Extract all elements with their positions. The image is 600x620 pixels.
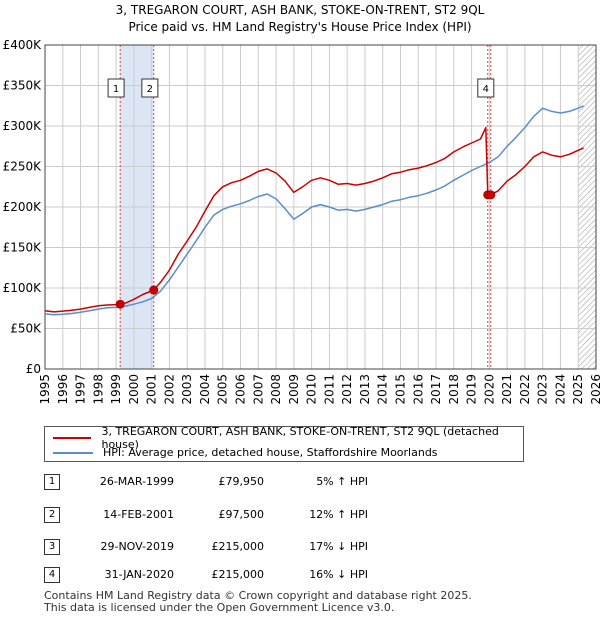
x-tick-label: 2011 — [322, 374, 336, 405]
sale-number-badge: 2 — [44, 507, 60, 523]
sale-hpi-change: 12% ↑ HPI — [309, 508, 368, 521]
footer-licence: This data is licensed under the Open Gov… — [44, 601, 395, 614]
x-tick-label: 2024 — [553, 374, 567, 405]
legend-swatch-property — [53, 436, 92, 439]
x-tick-label: 2006 — [234, 374, 248, 405]
x-tick-label: 2018 — [447, 374, 461, 405]
x-tick-label: 2008 — [269, 374, 283, 405]
y-tick-label: £100K — [3, 281, 43, 295]
sale-price: £97,500 — [218, 508, 265, 521]
x-tick-label: 2019 — [465, 374, 479, 405]
chart-title: 3, TREGARON COURT, ASH BANK, STOKE-ON-TR… — [0, 2, 600, 36]
x-tick-label: 2007 — [251, 374, 265, 405]
x-tick-label: 2001 — [145, 374, 159, 405]
sale-label-box — [477, 78, 495, 98]
y-tick-label: £400K — [3, 38, 43, 52]
legend-label-property: 3, TREGARON COURT, ASH BANK, STOKE-ON-TR… — [101, 424, 499, 451]
x-tick-label: 2012 — [340, 374, 354, 405]
x-tick-label: 2000 — [127, 374, 141, 405]
x-tick-label: 2005 — [216, 374, 230, 405]
x-tick-label: 2014 — [376, 374, 390, 405]
sale-hpi-change: 16% ↓ HPI — [309, 568, 368, 581]
x-tick-label: 2020 — [482, 374, 496, 405]
x-tick-label: 1998 — [91, 374, 105, 405]
sale-label-text: 4 — [483, 84, 489, 95]
sale-point — [486, 190, 496, 200]
x-tick-label: 2013 — [358, 374, 372, 405]
sale-number-badge: 4 — [44, 567, 60, 583]
y-tick-label: £0 — [26, 362, 41, 376]
x-tick-label: 2022 — [518, 374, 532, 405]
sale-hpi-change: 17% ↓ HPI — [309, 540, 368, 553]
sale-number-badge: 3 — [44, 539, 60, 555]
y-tick-label: £200K — [3, 200, 43, 214]
y-tick-label: £350K — [3, 79, 43, 93]
sale-label-box — [107, 78, 125, 98]
x-tick-label: 1997 — [74, 374, 88, 405]
sale-label-box — [141, 78, 159, 98]
sale-row: 3 29-NOV-2019 £215,000 17% ↓ HPI — [44, 539, 444, 555]
sale-row: 1 26-MAR-1999 £79,950 5% ↑ HPI — [44, 474, 444, 490]
plot-frame — [44, 44, 597, 370]
sale-point — [149, 285, 159, 295]
y-tick-label: £300K — [3, 119, 43, 133]
footer-copyright: Contains HM Land Registry data © Crown c… — [44, 589, 472, 602]
legend: 3, TREGARON COURT, ASH BANK, STOKE-ON-TR… — [44, 425, 524, 462]
title-subtitle: Price paid vs. HM Land Registry's House … — [128, 20, 472, 34]
sale-date: 29-NOV-2019 — [100, 540, 174, 553]
x-tick-label: 2017 — [429, 374, 443, 405]
x-tick-label: 2002 — [162, 374, 176, 405]
y-tick-label: £50K — [10, 322, 42, 336]
x-tick-label: 2023 — [536, 374, 550, 405]
legend-swatch-hpi — [53, 451, 93, 454]
x-tick-label: 2010 — [305, 374, 319, 405]
price-chart: 1 2 4 £0 £50K £100K £150K £200K £250K £300K £350K £… — [3, 38, 600, 405]
x-tick-label: 2026 — [589, 374, 600, 405]
y-tick-label: £250K — [3, 160, 43, 174]
sale-label-text: 1 — [113, 84, 119, 95]
x-tick-label: 2003 — [180, 374, 194, 405]
legend-item-hpi: HPI: Average price, detached house, Staf… — [53, 445, 438, 460]
sale-row: 2 14-FEB-2001 £97,500 12% ↑ HPI — [44, 507, 444, 523]
x-tick-label: 2004 — [198, 374, 212, 405]
sale-hpi-change: 5% ↑ HPI — [316, 475, 368, 488]
title-address: 3, TREGARON COURT, ASH BANK, STOKE-ON-TR… — [115, 3, 485, 17]
sale-point — [115, 299, 125, 309]
sale-number-badge: 1 — [44, 474, 60, 490]
x-tick-label: 1995 — [38, 374, 52, 405]
footer-attribution: Contains HM Land Registry data © Crown c… — [44, 590, 472, 614]
legend-item-property: 3, TREGARON COURT, ASH BANK, STOKE-ON-TR… — [53, 425, 523, 451]
x-tick-label: 2025 — [571, 374, 585, 405]
sale-price: £79,950 — [218, 475, 265, 488]
sale-date: 31-JAN-2020 — [104, 568, 174, 581]
x-tick-label: 2021 — [500, 374, 514, 405]
x-tick-label: 1999 — [109, 374, 123, 405]
sale-date: 26-MAR-1999 — [99, 475, 174, 488]
sale-price: £215,000 — [211, 568, 265, 581]
x-tick-label: 1996 — [56, 374, 70, 405]
y-tick-label: £150K — [3, 241, 43, 255]
x-tick-label: 2009 — [287, 374, 301, 405]
sale-row: 4 31-JAN-2020 £215,000 16% ↓ HPI — [44, 567, 444, 583]
legend-label-hpi: HPI: Average price, detached house, Staf… — [103, 446, 438, 459]
sale-label-text: 2 — [147, 84, 153, 95]
sale-date: 14-FEB-2001 — [103, 508, 174, 521]
sale-price: £215,000 — [211, 540, 265, 553]
x-tick-label: 2015 — [393, 374, 407, 405]
series-line-hpi — [44, 105, 584, 316]
x-tick-label: 2016 — [411, 374, 425, 405]
